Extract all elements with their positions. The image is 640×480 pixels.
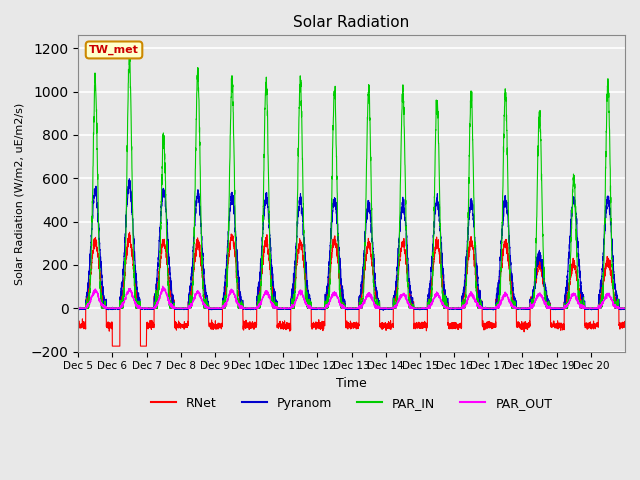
Text: TW_met: TW_met xyxy=(89,45,139,55)
PAR_OUT xyxy=(502,290,509,296)
Line: RNet: RNet xyxy=(78,232,625,346)
RNet xyxy=(529,293,536,299)
PAR_IN xyxy=(401,177,409,183)
PAR_IN xyxy=(543,305,550,311)
PAR_IN xyxy=(74,306,82,312)
Legend: RNet, Pyranom, PAR_IN, PAR_OUT: RNet, Pyranom, PAR_IN, PAR_OUT xyxy=(146,392,557,415)
Pyranom xyxy=(543,294,550,300)
Pyranom xyxy=(188,273,195,279)
Pyranom xyxy=(74,306,82,312)
Y-axis label: Solar Radiation (W/m2, uE/m2/s): Solar Radiation (W/m2, uE/m2/s) xyxy=(15,102,25,285)
PAR_OUT xyxy=(372,303,380,309)
PAR_OUT xyxy=(385,306,392,312)
RNet xyxy=(502,240,509,246)
Pyranom xyxy=(502,198,509,204)
PAR_IN xyxy=(125,52,133,58)
RNet xyxy=(74,322,82,328)
PAR_OUT xyxy=(529,301,536,307)
RNet xyxy=(188,286,196,292)
Pyranom xyxy=(529,299,536,305)
PAR_IN xyxy=(282,306,289,312)
PAR_IN xyxy=(529,300,536,306)
RNet xyxy=(372,294,380,300)
PAR_OUT xyxy=(159,283,166,289)
Pyranom xyxy=(621,305,629,311)
Pyranom xyxy=(401,218,409,224)
PAR_OUT xyxy=(188,302,195,308)
RNet xyxy=(401,249,409,255)
PAR_IN xyxy=(188,295,195,301)
RNet xyxy=(543,297,550,303)
Pyranom xyxy=(125,176,133,181)
PAR_OUT xyxy=(74,305,82,311)
Line: PAR_OUT: PAR_OUT xyxy=(78,286,625,309)
Pyranom xyxy=(380,308,387,313)
PAR_IN xyxy=(372,303,380,309)
PAR_IN xyxy=(502,89,509,95)
Title: Solar Radiation: Solar Radiation xyxy=(294,15,410,30)
Line: PAR_IN: PAR_IN xyxy=(78,55,625,309)
PAR_OUT xyxy=(543,305,550,311)
RNet xyxy=(621,324,629,329)
Line: Pyranom: Pyranom xyxy=(78,179,625,311)
PAR_OUT xyxy=(621,305,629,311)
PAR_IN xyxy=(621,305,629,311)
X-axis label: Time: Time xyxy=(336,377,367,390)
RNet xyxy=(125,229,133,235)
PAR_OUT xyxy=(401,293,409,299)
Pyranom xyxy=(372,286,380,292)
RNet xyxy=(109,343,116,349)
